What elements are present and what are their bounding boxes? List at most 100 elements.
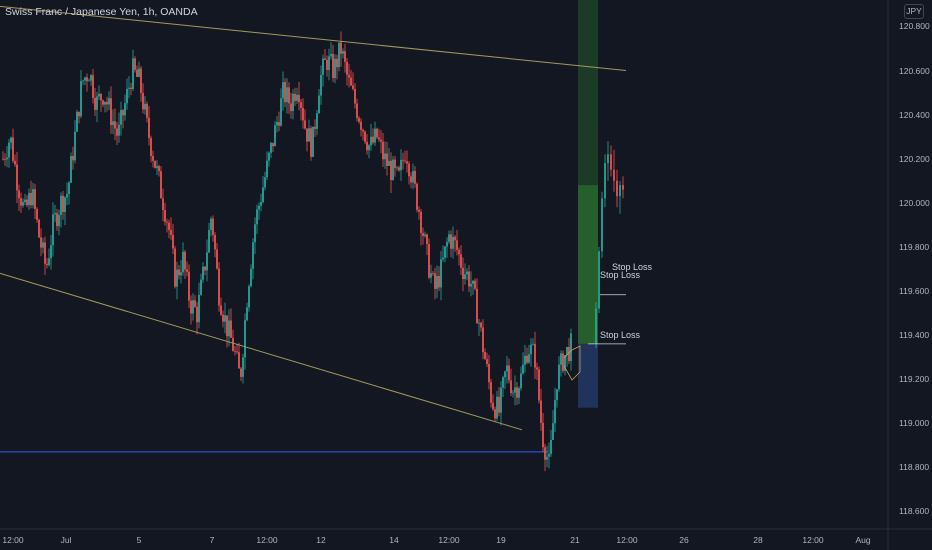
candle-body bbox=[236, 351, 238, 353]
candle-body bbox=[342, 51, 344, 54]
candle-body bbox=[420, 211, 422, 233]
candle-body bbox=[74, 131, 76, 161]
candle-body bbox=[48, 258, 50, 265]
candle-body bbox=[394, 159, 396, 168]
candle-body bbox=[202, 266, 204, 280]
candle-body bbox=[304, 120, 306, 129]
candle-body bbox=[198, 294, 200, 323]
candle-body bbox=[90, 75, 92, 81]
candle-body bbox=[68, 182, 70, 195]
candle-body bbox=[610, 154, 612, 170]
candle-body bbox=[338, 42, 340, 68]
candle-body bbox=[138, 68, 140, 77]
candle-body bbox=[238, 352, 240, 369]
candle-body bbox=[210, 218, 212, 230]
candle-body bbox=[134, 58, 136, 70]
x-tick-label: 21 bbox=[570, 535, 580, 545]
candle-body bbox=[601, 198, 603, 252]
candle-body bbox=[488, 363, 490, 383]
candle-body bbox=[508, 365, 510, 381]
currency-badge[interactable]: JPY bbox=[904, 4, 924, 19]
candle-body bbox=[434, 273, 436, 289]
candle-body bbox=[34, 189, 36, 209]
candle-body bbox=[58, 214, 60, 227]
candle-body bbox=[172, 234, 174, 249]
candle-body bbox=[340, 42, 342, 54]
candle-body bbox=[144, 103, 146, 110]
candle-body bbox=[534, 343, 536, 368]
candle-body bbox=[248, 286, 250, 308]
candle-body bbox=[360, 121, 362, 130]
candle-body bbox=[442, 257, 444, 260]
candle-body bbox=[282, 82, 284, 99]
candle-body bbox=[436, 275, 438, 289]
candle-body bbox=[120, 110, 122, 125]
candle-body bbox=[220, 305, 222, 315]
candle-body bbox=[64, 197, 66, 213]
candle-body bbox=[562, 353, 564, 371]
candle-body bbox=[66, 194, 68, 198]
candle-body bbox=[460, 254, 462, 268]
candle-body bbox=[36, 208, 38, 220]
candle-body bbox=[16, 164, 18, 191]
candle-body bbox=[52, 214, 54, 246]
candle-body bbox=[206, 252, 208, 271]
candle-body bbox=[404, 160, 406, 162]
candle-body bbox=[484, 352, 486, 360]
candle-body bbox=[316, 113, 318, 129]
candle-body bbox=[166, 221, 168, 223]
candle-body bbox=[178, 269, 180, 276]
candle-body bbox=[524, 355, 526, 365]
candle-body bbox=[224, 315, 226, 322]
stop-zone bbox=[578, 343, 598, 408]
candle-body bbox=[258, 205, 260, 210]
candle-body bbox=[438, 275, 440, 288]
candle-body bbox=[288, 87, 290, 104]
lower-trendline bbox=[0, 272, 523, 431]
y-tick-label: 120.000 bbox=[899, 197, 930, 208]
candle-body bbox=[368, 145, 370, 151]
candle-body bbox=[444, 246, 446, 258]
candle-body bbox=[450, 234, 452, 249]
candle-body bbox=[346, 61, 348, 75]
candle-body bbox=[352, 85, 354, 89]
candle-body bbox=[2, 158, 4, 160]
symbol-title: Swiss Franc / Japanese Yen, 1h, OANDA bbox=[5, 6, 198, 18]
candle-body bbox=[26, 199, 28, 206]
candle-body bbox=[76, 111, 78, 132]
candle-body bbox=[78, 111, 80, 117]
candle-body bbox=[100, 93, 102, 101]
candle-body bbox=[512, 392, 514, 394]
candle-body bbox=[50, 245, 52, 259]
candle-body bbox=[24, 199, 26, 203]
price-axis[interactable]: 120.800 120.600 120.400 120.200 120.000 119.8… bbox=[888, 0, 932, 529]
y-tick-label: 120.400 bbox=[899, 109, 930, 120]
candle-body bbox=[14, 160, 16, 165]
candle-body bbox=[364, 131, 366, 142]
candle-body bbox=[622, 185, 624, 190]
candle-body bbox=[546, 456, 548, 460]
candle-body bbox=[496, 396, 498, 419]
x-tick-label: 7 bbox=[209, 535, 215, 545]
candle-body bbox=[194, 300, 196, 307]
candle-body bbox=[470, 283, 472, 287]
candle-body bbox=[294, 93, 296, 101]
candle-body bbox=[542, 422, 544, 448]
candle-body bbox=[500, 387, 502, 413]
candle-body bbox=[186, 269, 188, 272]
x-tick-label: 12:00 bbox=[802, 535, 824, 545]
candle-body bbox=[150, 137, 152, 156]
x-tick-label: 19 bbox=[496, 535, 506, 545]
candle-body bbox=[538, 369, 540, 401]
candle-body bbox=[350, 77, 352, 86]
y-tick-label: 119.200 bbox=[899, 374, 930, 385]
candle-body bbox=[204, 266, 206, 271]
candle-body bbox=[274, 125, 276, 147]
candle-body bbox=[72, 156, 74, 161]
candle-body bbox=[607, 154, 609, 164]
candle-body bbox=[528, 354, 530, 363]
candle-body bbox=[188, 271, 190, 301]
candle-body bbox=[458, 249, 460, 255]
